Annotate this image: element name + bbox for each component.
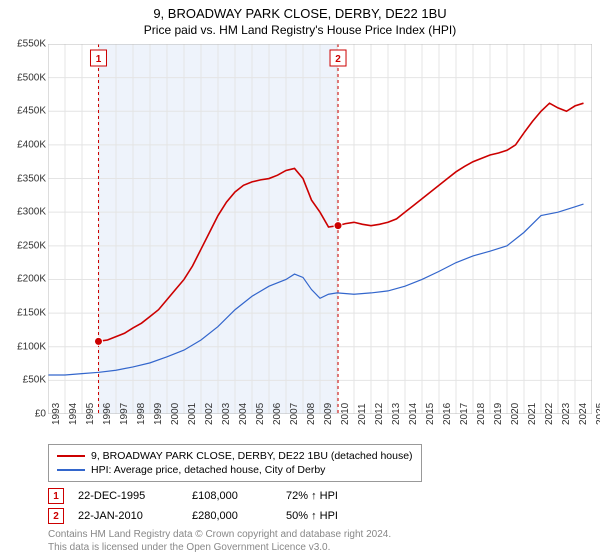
x-axis-label: 2013 bbox=[391, 403, 402, 425]
legend-label: HPI: Average price, detached house, City… bbox=[91, 464, 325, 476]
x-axis-label: 2018 bbox=[476, 403, 487, 425]
x-axis-label: 2015 bbox=[425, 403, 436, 425]
x-axis-label: 1998 bbox=[136, 403, 147, 425]
sale-marker-price: £108,000 bbox=[192, 490, 272, 502]
sale-markers-table: 1 22-DEC-1995 £108,000 72% ↑ HPI 2 22-JAN-201… bbox=[48, 486, 376, 526]
x-axis-label: 2004 bbox=[238, 403, 249, 425]
x-axis-label: 2008 bbox=[306, 403, 317, 425]
legend-row: HPI: Average price, detached house, City… bbox=[57, 463, 413, 477]
sale-marker-date: 22-JAN-2010 bbox=[78, 510, 178, 522]
x-axis-label: 2003 bbox=[221, 403, 232, 425]
y-axis-label: £500K bbox=[2, 72, 46, 83]
legend-swatch bbox=[57, 469, 85, 471]
x-axis-label: 1994 bbox=[68, 403, 79, 425]
x-axis-label: 2002 bbox=[204, 403, 215, 425]
x-axis-label: 2021 bbox=[527, 403, 538, 425]
y-axis-label: £250K bbox=[2, 240, 46, 251]
chart-svg: 12 bbox=[48, 44, 592, 414]
sale-marker-pct: 50% ↑ HPI bbox=[286, 510, 376, 522]
sale-marker-date: 22-DEC-1995 bbox=[78, 490, 178, 502]
x-axis-label: 2001 bbox=[187, 403, 198, 425]
x-axis-label: 2019 bbox=[493, 403, 504, 425]
y-axis-label: £50K bbox=[2, 375, 46, 386]
x-axis-label: 2012 bbox=[374, 403, 385, 425]
x-axis-label: 2005 bbox=[255, 403, 266, 425]
y-axis-label: £550K bbox=[2, 39, 46, 50]
svg-text:2: 2 bbox=[335, 54, 341, 65]
x-axis-label: 2009 bbox=[323, 403, 334, 425]
y-axis-label: £100K bbox=[2, 341, 46, 352]
x-axis-label: 2016 bbox=[442, 403, 453, 425]
y-axis-label: £350K bbox=[2, 173, 46, 184]
sale-marker-chip: 2 bbox=[48, 508, 64, 524]
y-axis-label: £150K bbox=[2, 308, 46, 319]
x-axis-label: 2024 bbox=[578, 403, 589, 425]
sale-marker-row: 1 22-DEC-1995 £108,000 72% ↑ HPI bbox=[48, 486, 376, 506]
x-axis-label: 1993 bbox=[51, 403, 62, 425]
x-axis-label: 1999 bbox=[153, 403, 164, 425]
svg-text:1: 1 bbox=[96, 54, 102, 65]
x-axis-label: 1996 bbox=[102, 403, 113, 425]
y-axis-label: £400K bbox=[2, 139, 46, 150]
sale-marker-row: 2 22-JAN-2010 £280,000 50% ↑ HPI bbox=[48, 506, 376, 526]
footnote-line-1: Contains HM Land Registry data © Crown c… bbox=[48, 528, 391, 541]
page-subtitle: Price paid vs. HM Land Registry's House … bbox=[0, 21, 600, 41]
legend-row: 9, BROADWAY PARK CLOSE, DERBY, DE22 1BU … bbox=[57, 449, 413, 463]
y-axis-label: £200K bbox=[2, 274, 46, 285]
x-axis-label: 2000 bbox=[170, 403, 181, 425]
legend-swatch bbox=[57, 455, 85, 457]
sale-marker-price: £280,000 bbox=[192, 510, 272, 522]
x-axis-label: 2014 bbox=[408, 403, 419, 425]
x-axis-label: 2017 bbox=[459, 403, 470, 425]
x-axis-label: 2007 bbox=[289, 403, 300, 425]
chart-area: 12 £0£50K£100K£150K£200K£250K£300K£350K£… bbox=[48, 44, 592, 414]
page-title: 9, BROADWAY PARK CLOSE, DERBY, DE22 1BU bbox=[0, 0, 600, 21]
sale-marker-chip: 1 bbox=[48, 488, 64, 504]
x-axis-label: 2011 bbox=[357, 403, 368, 425]
x-axis-label: 2023 bbox=[561, 403, 572, 425]
x-axis-label: 1995 bbox=[85, 403, 96, 425]
x-axis-label: 1997 bbox=[119, 403, 130, 425]
sale-marker-pct: 72% ↑ HPI bbox=[286, 490, 376, 502]
x-axis-label: 2022 bbox=[544, 403, 555, 425]
footnote: Contains HM Land Registry data © Crown c… bbox=[48, 528, 391, 554]
legend: 9, BROADWAY PARK CLOSE, DERBY, DE22 1BU … bbox=[48, 444, 422, 482]
x-axis-label: 2020 bbox=[510, 403, 521, 425]
y-axis-label: £300K bbox=[2, 207, 46, 218]
x-axis-label: 2006 bbox=[272, 403, 283, 425]
y-axis-label: £0 bbox=[2, 409, 46, 420]
x-axis-label: 2010 bbox=[340, 403, 351, 425]
x-axis-label: 2025 bbox=[595, 403, 600, 425]
footnote-line-2: This data is licensed under the Open Gov… bbox=[48, 541, 391, 554]
legend-label: 9, BROADWAY PARK CLOSE, DERBY, DE22 1BU … bbox=[91, 450, 413, 462]
y-axis-label: £450K bbox=[2, 106, 46, 117]
